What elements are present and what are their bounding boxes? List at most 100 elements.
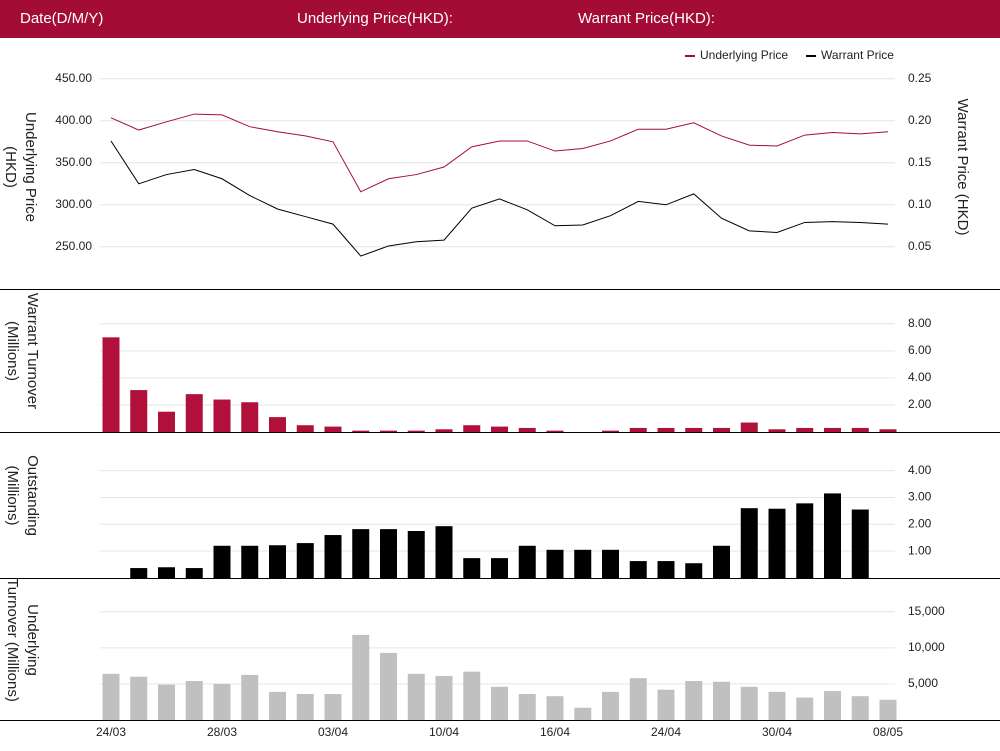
bar (158, 567, 175, 578)
bar (824, 493, 841, 578)
x-tick-label: 10/04 (429, 725, 459, 739)
bar (685, 427, 703, 432)
bar (518, 694, 536, 720)
bar (685, 681, 703, 720)
y2-tick-label: 0.15 (908, 155, 932, 169)
bar (574, 707, 592, 720)
bar (768, 508, 786, 578)
bar (102, 337, 120, 432)
y2-tick-label: 0.25 (908, 71, 932, 85)
bar (130, 568, 148, 578)
bar (685, 563, 703, 578)
bar (324, 426, 342, 432)
bar (296, 425, 314, 432)
bar (796, 427, 814, 432)
y-tick-label: 8.00 (908, 316, 932, 330)
y-tick-label: 6.00 (908, 343, 932, 357)
x-tick-label: 24/03 (96, 725, 126, 739)
bar (602, 691, 619, 720)
bar (324, 535, 342, 578)
bar (269, 545, 286, 578)
y2-tick-label: 0.05 (908, 239, 932, 253)
y-tick-label: 4.00 (908, 463, 932, 477)
bar (713, 427, 730, 432)
bar (352, 634, 370, 720)
header-date: Date(D/M/Y) (20, 10, 103, 27)
bar (491, 686, 508, 720)
bar (602, 430, 619, 432)
bar (130, 390, 148, 432)
bar (102, 673, 120, 720)
bar (158, 684, 175, 720)
y2-tick-label: 0.10 (908, 197, 932, 211)
y2-tick-label: 0.20 (908, 113, 932, 127)
y-tick-label: 250.00 (55, 239, 92, 253)
bar (851, 427, 869, 432)
bar (185, 394, 203, 432)
bar (796, 697, 814, 720)
bar (269, 691, 286, 720)
x-tick-label: 16/04 (540, 725, 570, 739)
bar (851, 696, 869, 720)
y-tick-label: 300.00 (55, 197, 92, 211)
bar (241, 402, 259, 432)
bar (574, 549, 592, 578)
bar (546, 430, 564, 432)
bar (879, 699, 897, 720)
bar (435, 675, 453, 720)
bar (657, 689, 675, 720)
bar (768, 429, 786, 432)
bar (740, 422, 758, 432)
bar (352, 529, 370, 578)
bar (380, 529, 397, 578)
bar (213, 545, 231, 578)
x-tick-label: 30/04 (762, 725, 792, 739)
y2-axis-label: Warrant Price (HKD) (954, 99, 971, 236)
bar (629, 678, 647, 720)
series-line (110, 140, 889, 257)
bar (463, 425, 481, 432)
bar (407, 531, 425, 578)
y-tick-label: 2.00 (908, 516, 932, 530)
bar (463, 671, 481, 720)
bar (740, 508, 758, 578)
bar (491, 558, 508, 578)
bar (407, 430, 425, 432)
bar (435, 429, 453, 432)
y-tick-label: 400.00 (55, 113, 92, 127)
bar (518, 427, 536, 432)
header-underlying: Underlying Price(HKD): (297, 10, 453, 27)
x-tick-label: 24/04 (651, 725, 681, 739)
x-tick-label: 03/04 (318, 725, 348, 739)
y-axis-label: Underlying Price (22, 112, 39, 222)
y-axis-label: Warrant Turnover (24, 293, 41, 409)
y-tick-label: 450.00 (55, 71, 92, 85)
bar (824, 691, 841, 720)
y-axis-label: Underlying (24, 604, 41, 676)
bar (546, 549, 564, 578)
bar (713, 545, 730, 578)
bar (130, 676, 148, 720)
y-tick-label: 5,000 (908, 676, 938, 690)
bar (713, 681, 730, 720)
bar (851, 509, 869, 578)
bar (602, 549, 619, 578)
bar (213, 683, 231, 720)
y-axis-label: Outstanding (24, 455, 41, 536)
bar (380, 652, 397, 720)
x-tick-label: 28/03 (207, 725, 237, 739)
bar (518, 545, 536, 578)
bar (296, 543, 314, 578)
y-tick-label: 10,000 (908, 640, 945, 654)
bar (158, 411, 175, 432)
header-warrant: Warrant Price(HKD): (578, 10, 715, 27)
bar (352, 430, 370, 432)
bar (629, 427, 647, 432)
legend-label: Underlying Price (700, 48, 788, 62)
series-line (110, 113, 889, 193)
bar (740, 686, 758, 720)
bar (324, 694, 342, 720)
y-tick-label: 15,000 (908, 604, 945, 618)
